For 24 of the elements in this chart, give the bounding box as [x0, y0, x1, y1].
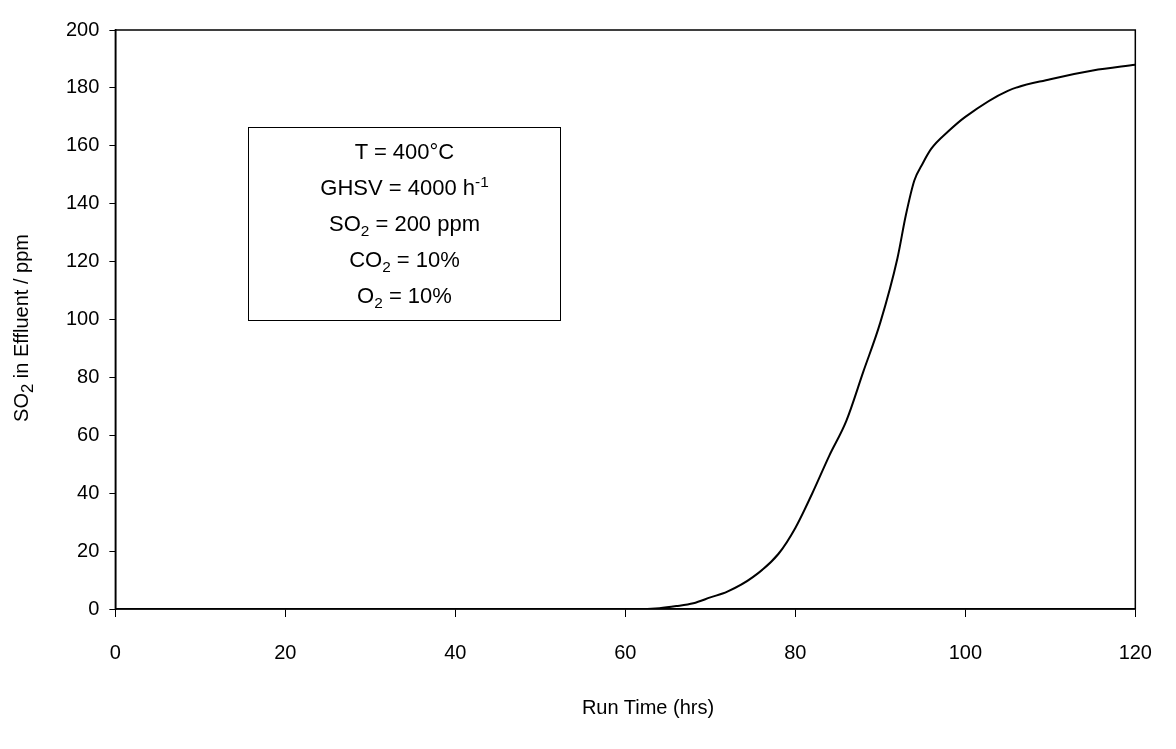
y-tick-label: 180 — [65, 75, 100, 98]
annotation: T = 400°C — [353, 138, 456, 166]
x-tick-label: 0 — [109, 640, 121, 663]
y-tick-label: 80 — [77, 364, 100, 387]
x-tick-label: 100 — [948, 640, 983, 663]
x-tick-label: 120 — [1118, 640, 1152, 663]
x-axis-title: Run Time (hrs) — [581, 696, 715, 719]
y-tick-label: 60 — [77, 422, 100, 445]
y-tick-label: 0 — [88, 596, 100, 619]
y-tick-label: 120 — [65, 249, 100, 272]
x-tick-label: 60 — [614, 640, 637, 663]
x-tick-label: 40 — [444, 640, 467, 663]
annotation: O$_{2}$ = 10% — [356, 282, 453, 314]
x-tick-label: 80 — [784, 640, 807, 663]
annotation: GHSV = 4000 h$^{-1}$ — [319, 171, 490, 202]
y-tick-label: 140 — [65, 191, 100, 214]
annotation: SO$_{2}$ = 200 ppm — [327, 210, 481, 242]
y-tick-label: 200 — [65, 17, 100, 40]
y-tick-label: 160 — [65, 133, 100, 156]
annotation: CO$_{2}$ = 10% — [348, 246, 461, 278]
y-tick-label: 100 — [65, 307, 100, 330]
x-tick-label: 20 — [274, 640, 297, 663]
y-tick-label: 40 — [77, 480, 100, 503]
y-tick-label: 20 — [77, 538, 100, 561]
